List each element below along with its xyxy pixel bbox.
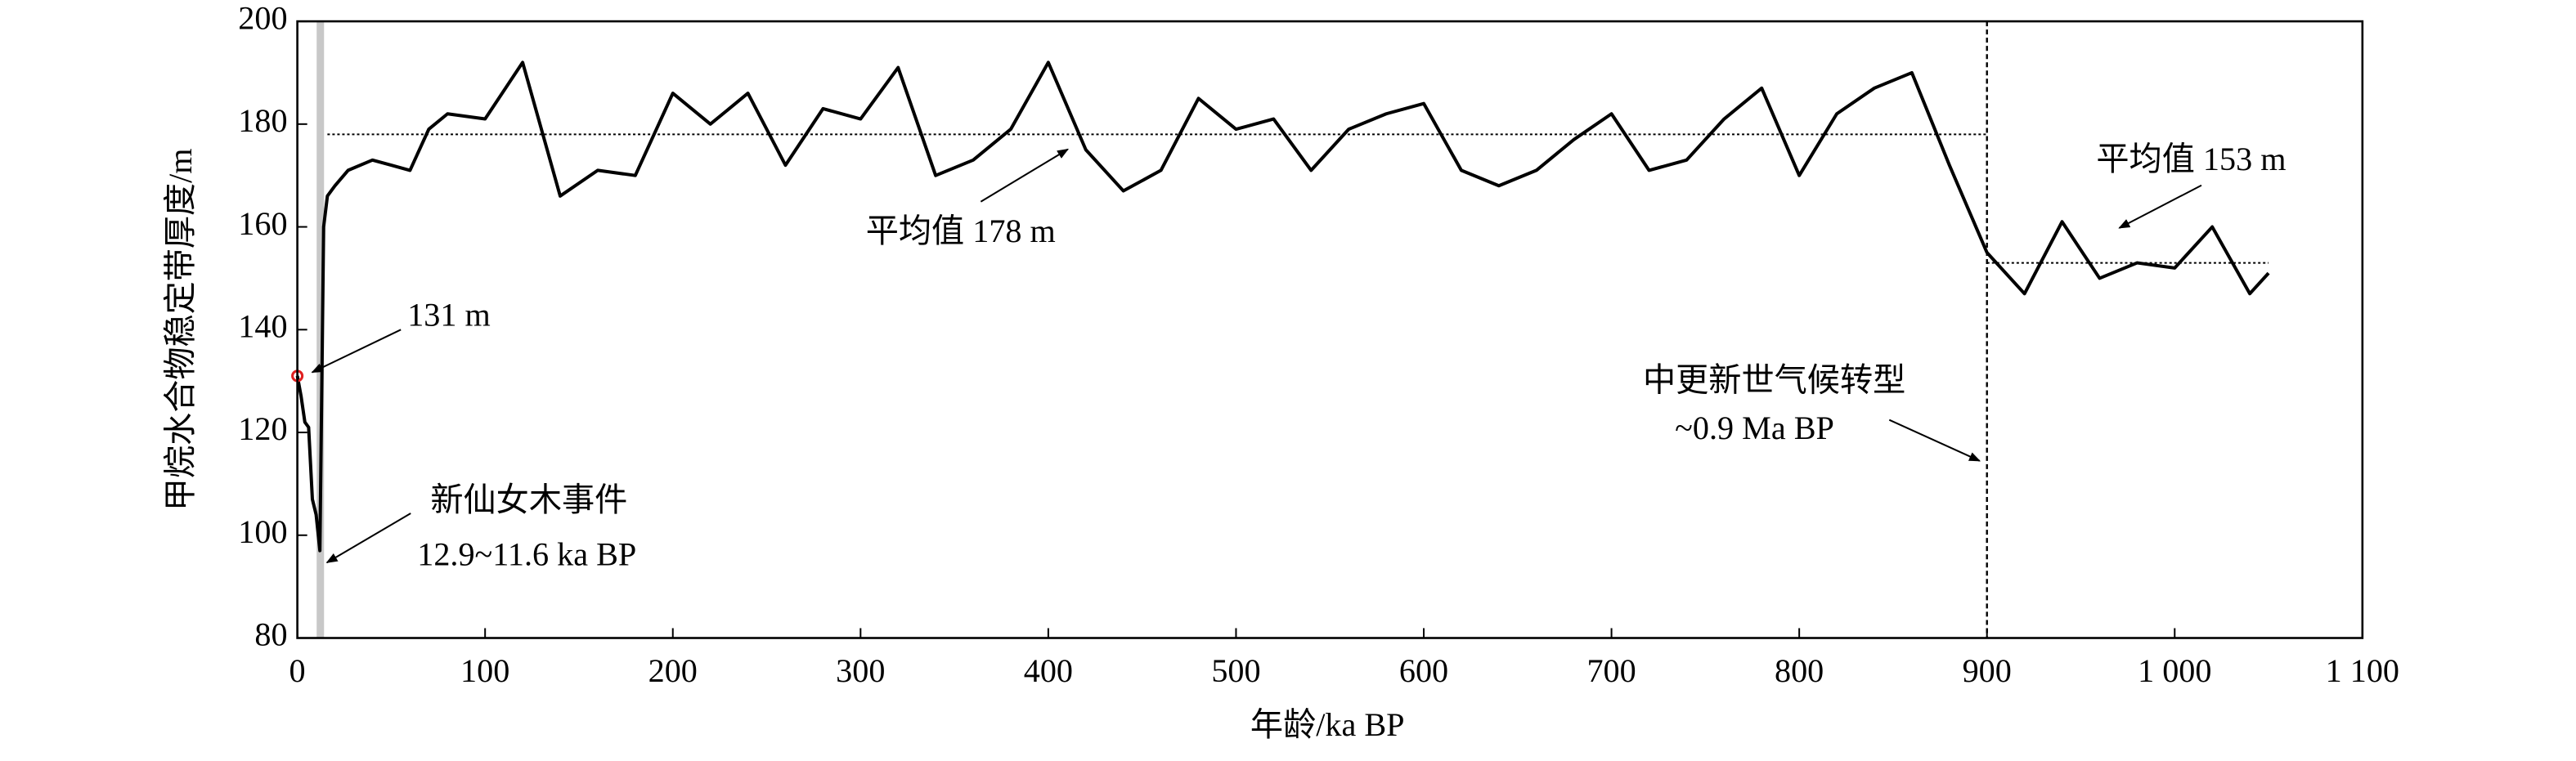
x-tick-label: 600	[1399, 652, 1448, 689]
y-axis-label: 甲烷水合物稳定带厚度/m	[162, 149, 199, 512]
x-tick-label: 200	[648, 652, 698, 689]
x-tick-label: 0	[289, 652, 306, 689]
arrow	[311, 329, 402, 374]
annotation: 新仙女木事件	[430, 481, 627, 518]
x-tick-label: 900	[1963, 652, 2012, 689]
x-tick-label: 500	[1211, 652, 1260, 689]
x-tick-label: 400	[1024, 652, 1073, 689]
annotation: 平均值 153 m	[2096, 141, 2286, 177]
y-tick-label: 200	[238, 0, 287, 36]
x-tick-label: 100	[460, 652, 509, 689]
y-tick-label: 120	[238, 410, 287, 447]
annotation: 中更新世气候转型	[1643, 362, 1905, 399]
y-tick-label: 100	[238, 513, 287, 550]
x-axis-label: 年龄/ka BP	[1250, 706, 1405, 743]
y-tick-label: 160	[238, 205, 287, 242]
x-tick-label: 300	[836, 652, 885, 689]
x-tick-label: 800	[1775, 652, 1824, 689]
x-tick-label: 1 100	[2326, 652, 2399, 689]
y-tick-label: 180	[238, 102, 287, 139]
annotation: ~0.9 Ma BP	[1675, 410, 1834, 446]
data-line	[295, 60, 2270, 553]
arrow	[325, 513, 411, 564]
shaded-band	[316, 21, 325, 638]
x-tick-label: 1 000	[2138, 652, 2211, 689]
annotation: 12.9~11.6 ka BP	[417, 535, 636, 572]
x-tick-label: 700	[1586, 652, 1636, 689]
y-tick-label: 80	[254, 616, 287, 653]
arrow	[2118, 184, 2202, 229]
arrow	[980, 148, 1070, 203]
annotation: 131 m	[407, 296, 491, 333]
arrow	[1888, 419, 1981, 462]
y-tick-label: 140	[238, 308, 287, 345]
annotation: 平均值 178 m	[866, 213, 1056, 249]
